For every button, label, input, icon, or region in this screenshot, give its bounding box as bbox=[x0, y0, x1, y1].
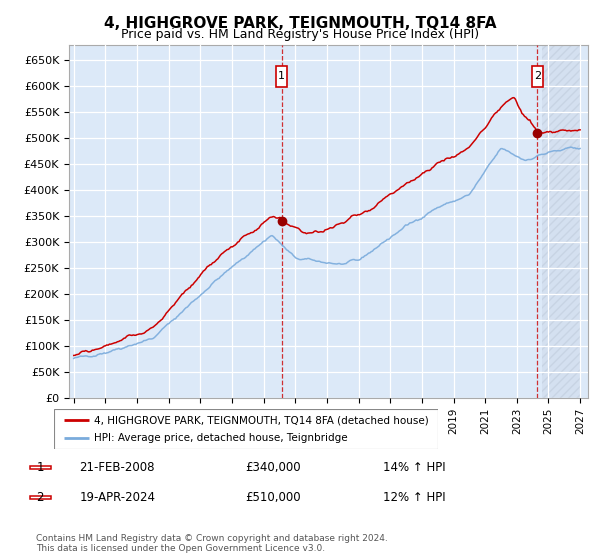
Text: £340,000: £340,000 bbox=[245, 461, 301, 474]
Text: 21-FEB-2008: 21-FEB-2008 bbox=[79, 461, 155, 474]
FancyBboxPatch shape bbox=[54, 409, 438, 449]
Text: 12% ↑ HPI: 12% ↑ HPI bbox=[383, 491, 445, 504]
Text: 2: 2 bbox=[37, 491, 44, 504]
FancyBboxPatch shape bbox=[276, 66, 287, 87]
Text: HPI: Average price, detached house, Teignbridge: HPI: Average price, detached house, Teig… bbox=[94, 433, 348, 443]
Text: Contains HM Land Registry data © Crown copyright and database right 2024.
This d: Contains HM Land Registry data © Crown c… bbox=[36, 534, 388, 553]
Text: 4, HIGHGROVE PARK, TEIGNMOUTH, TQ14 8FA: 4, HIGHGROVE PARK, TEIGNMOUTH, TQ14 8FA bbox=[104, 16, 496, 31]
Text: 2: 2 bbox=[534, 72, 541, 81]
Text: 19-APR-2024: 19-APR-2024 bbox=[79, 491, 155, 504]
FancyBboxPatch shape bbox=[532, 66, 543, 87]
Text: 4, HIGHGROVE PARK, TEIGNMOUTH, TQ14 8FA (detached house): 4, HIGHGROVE PARK, TEIGNMOUTH, TQ14 8FA … bbox=[94, 415, 429, 425]
Text: £510,000: £510,000 bbox=[245, 491, 301, 504]
Text: 14% ↑ HPI: 14% ↑ HPI bbox=[383, 461, 445, 474]
Text: 1: 1 bbox=[278, 72, 285, 81]
Text: 1: 1 bbox=[37, 461, 44, 474]
FancyBboxPatch shape bbox=[29, 496, 51, 500]
Text: Price paid vs. HM Land Registry's House Price Index (HPI): Price paid vs. HM Land Registry's House … bbox=[121, 28, 479, 41]
FancyBboxPatch shape bbox=[29, 465, 51, 469]
